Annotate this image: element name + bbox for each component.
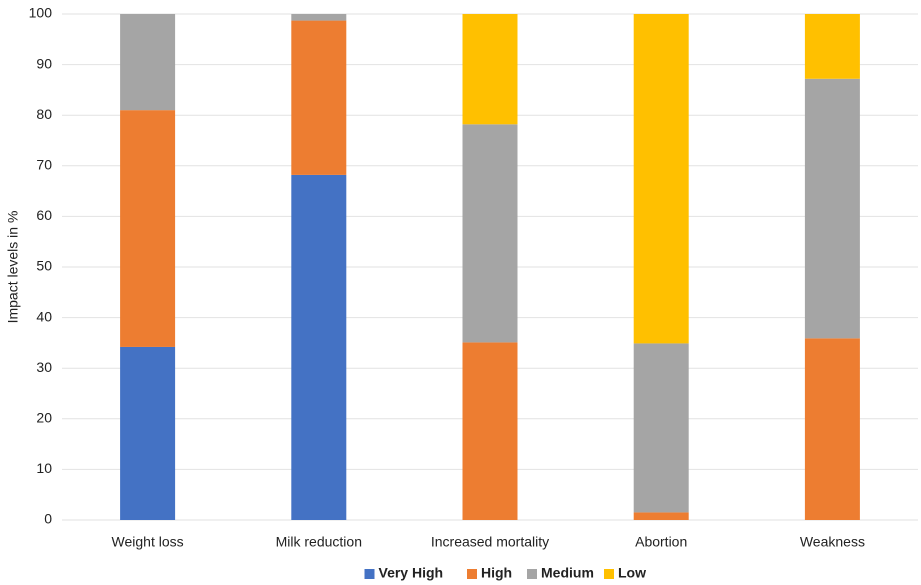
y-tick-label: 20 [36,410,52,426]
y-tick-label: 50 [36,258,52,274]
bar-segment [633,512,689,520]
legend-swatch [527,569,537,579]
bar-segment [462,14,518,125]
bar-segment [291,20,347,175]
bar-segment [633,343,689,513]
bar-segment [462,124,518,343]
x-tick-label: Weight loss [112,534,184,550]
y-axis-label: Impact levels in % [5,211,21,324]
legend-swatch [467,569,477,579]
x-tick-label: Weakness [800,534,865,550]
y-tick-label: 40 [36,308,52,324]
bar-segment [804,338,860,520]
y-tick-label: 100 [29,5,53,21]
x-tick-label: Abortion [635,534,687,550]
y-tick-label: 90 [36,55,52,71]
y-tick-label: 10 [36,460,52,476]
y-tick-label: 80 [36,106,52,122]
y-tick-label: 70 [36,157,52,173]
bar-segment [291,174,347,520]
bar-segment [120,110,176,347]
bar-segment [804,14,860,79]
bar-segment [804,78,860,339]
bar-segment [120,346,176,520]
y-tick-label: 0 [44,511,52,527]
bar-segment [462,342,518,520]
legend-label: Low [618,565,646,581]
legend-swatch [604,569,614,579]
x-tick-label: Milk reduction [276,534,362,550]
y-tick-label: 30 [36,359,52,375]
legend-label: Medium [541,565,594,581]
legend-label: Very High [379,565,444,581]
x-tick-label: Increased mortality [431,534,549,550]
bar-segment [633,14,689,344]
bar-segment [291,14,347,21]
legend-label: High [481,565,512,581]
bar-segment [120,14,176,111]
y-tick-label: 60 [36,207,52,223]
legend-swatch [364,569,375,579]
